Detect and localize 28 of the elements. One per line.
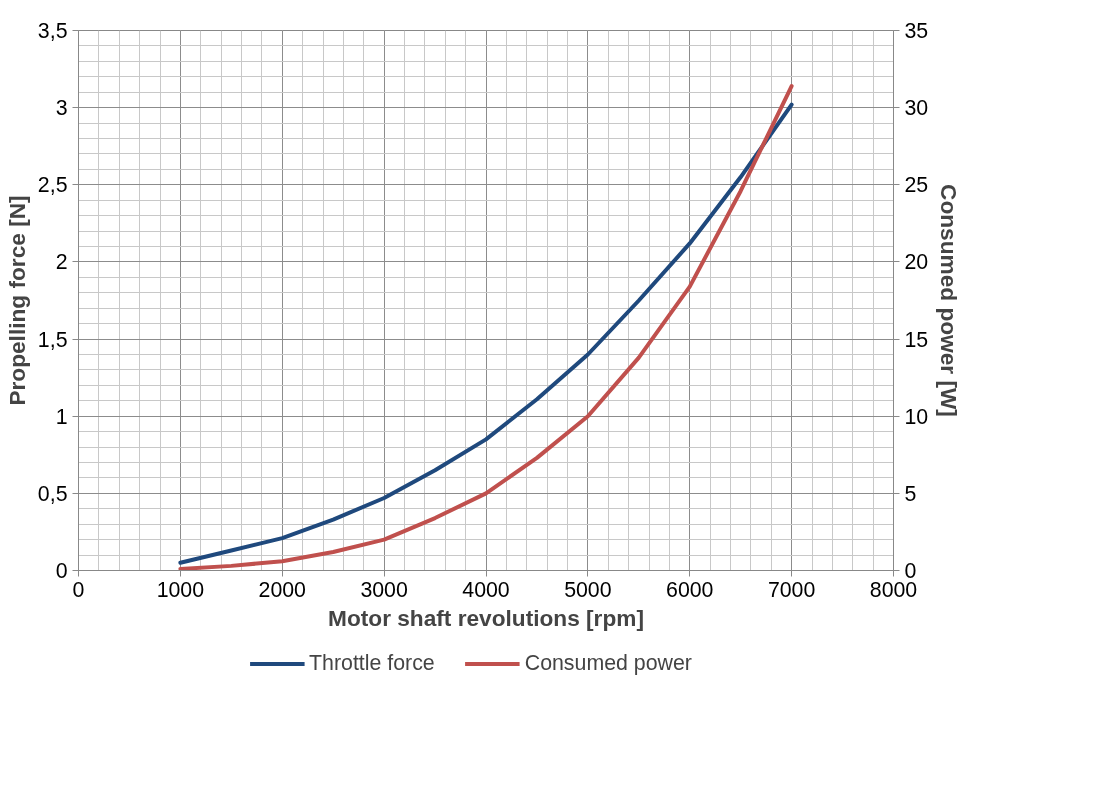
y-tick-label: 0: [55, 559, 68, 583]
y-tick-label: 3,5: [37, 19, 68, 43]
y-tick-label: 3: [55, 96, 68, 121]
x-axis-title: Motor shaft revolutions [rpm]: [328, 604, 644, 631]
x-tick-label: 4000: [462, 577, 510, 602]
y-tick-label: 0,5: [37, 481, 68, 506]
y2-tick-label: 25: [904, 173, 929, 198]
x-tick-label: 7000: [767, 577, 816, 602]
y2-tick-label: 10: [904, 404, 929, 429]
x-tick-label: 3000: [360, 577, 408, 602]
x-tick-label: 1000: [156, 577, 205, 602]
y-tick-label: 2,5: [37, 173, 68, 198]
y-tick-label: 1,5: [37, 327, 68, 352]
y2-tick-label: 20: [904, 250, 929, 275]
legend-label: Throttle force: [309, 650, 435, 676]
y-axis-title: Propelling force [N]: [3, 195, 30, 406]
y-tick-label: 1: [55, 404, 68, 429]
legend-label: Consumed power: [524, 650, 692, 676]
y2-tick-label: 30: [904, 96, 929, 121]
x-tick-label: 2000: [258, 577, 307, 602]
y-tick-label: 2: [55, 250, 68, 275]
y2-tick-label: 15: [904, 327, 929, 352]
y2-tick-label: 35: [904, 19, 929, 43]
y2-axis-title: Consumed power [W]: [936, 184, 963, 417]
x-tick-label: 5000: [564, 577, 612, 602]
y2-tick-label: 5: [904, 481, 917, 506]
x-tick-label: 0: [72, 577, 85, 602]
x-tick-label: 6000: [666, 577, 714, 602]
